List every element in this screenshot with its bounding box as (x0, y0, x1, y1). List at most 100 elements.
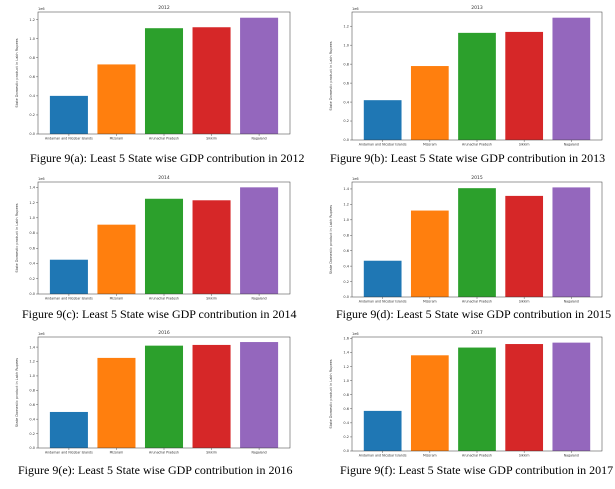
bar-andaman-and-nicobar-islands (49, 411, 88, 448)
y-tick-label: 1.0 (343, 43, 349, 47)
bar-nagaland (552, 342, 591, 451)
figure-9f: 2017 1e6 State Domestic product in Lakh Ru… (308, 325, 615, 489)
plot-frame (37, 336, 291, 449)
plot-frame (351, 181, 603, 298)
bar-sikkim (505, 31, 544, 141)
x-tick-label: Arunachal Pradesh (462, 454, 492, 458)
figure-caption: Figure 9(a): Least 5 State wise GDP cont… (30, 151, 305, 165)
figure-caption: Figure 9(b): Least 5 State wise GDP cont… (330, 151, 606, 165)
y-offset-label: 1e6 (38, 332, 45, 336)
y-tick-label: 0.0 (343, 138, 349, 142)
chart-title: 2013 (471, 5, 483, 11)
bar-nagaland (240, 342, 279, 448)
bar-nagaland (240, 187, 279, 294)
chart-2014: 2014 1e6 State Domestic product in Lakh Ru… (15, 175, 291, 301)
y-tick-label: 1.2 (343, 365, 349, 369)
bar-andaman-and-nicobar-islands (49, 259, 88, 294)
y-tick-label: 1.0 (29, 37, 35, 41)
x-tick-label: Sikkim (206, 451, 217, 455)
x-tick-label: Sikkim (519, 454, 530, 458)
chart-title: 2014 (158, 175, 170, 181)
y-tick-label: 0.2 (29, 113, 35, 117)
chart-2015: 2015 1e6 State Domestic product in Lakh Ru… (329, 175, 603, 304)
bar-sikkim (192, 27, 231, 134)
bar-nagaland (552, 17, 591, 140)
y-tick-label: 1.2 (29, 360, 35, 364)
y-tick-label: 0.4 (29, 94, 35, 98)
x-tick-label: Andaman and Nicobar Islands (359, 143, 407, 147)
plot-frame (351, 11, 603, 141)
y-tick-label: 0.0 (343, 295, 349, 299)
x-tick-label: Nagaland (251, 451, 266, 455)
bar-mizoram (410, 66, 449, 140)
y-tick-label: 0.6 (343, 407, 349, 411)
x-tick-label: Mizoram (423, 300, 437, 304)
x-tick-label: Sikkim (206, 297, 217, 301)
bar-arunachal-pradesh (458, 347, 496, 451)
y-offset-label: 1e6 (352, 332, 359, 336)
y-tick-label: 1.2 (29, 18, 35, 22)
x-tick-label: Mizoram (423, 143, 437, 147)
bar-sikkim (505, 195, 544, 297)
y-axis-label: State Domestic product in Lakh Rupees (329, 205, 333, 274)
bar-sikkim (192, 344, 231, 448)
figure-caption: Figure 9(d): Least 5 State wise GDP cont… (336, 307, 612, 321)
y-tick-label: 1.0 (29, 216, 35, 220)
plot-frame (351, 336, 603, 452)
x-tick-label: Andaman and Nicobar Islands (45, 137, 93, 141)
bar-arunachal-pradesh (458, 188, 496, 297)
y-tick-label: 0.2 (29, 432, 35, 436)
bar-mizoram (97, 64, 136, 134)
figure-9c: 2014 1e6 State Domestic product in Lakh Ru… (0, 170, 307, 325)
x-tick-label: Andaman and Nicobar Islands (45, 451, 93, 455)
chart-2012: 2012 1e6 State Domestic product in Lakh Ru… (15, 5, 291, 141)
bar-sikkim (505, 344, 544, 451)
x-tick-label: Nagaland (251, 137, 266, 141)
bar-andaman-and-nicobar-islands (363, 410, 402, 451)
figure-caption: Figure 9(c): Least 5 State wise GDP cont… (22, 307, 297, 321)
x-tick-label: Andaman and Nicobar Islands (359, 300, 407, 304)
y-tick-label: 1.6 (343, 337, 349, 341)
y-tick-label: 1.4 (29, 186, 35, 190)
bar-andaman-and-nicobar-islands (363, 100, 402, 140)
x-tick-label: Mizoram (110, 451, 124, 455)
y-offset-label: 1e6 (38, 7, 45, 11)
y-tick-label: 0.2 (29, 277, 35, 281)
bar-mizoram (410, 355, 449, 451)
y-tick-label: 0.6 (29, 75, 35, 79)
y-tick-label: 1.4 (29, 345, 35, 349)
x-tick-label: Nagaland (251, 297, 266, 301)
figure-9d: 2015 1e6 State Domestic product in Lakh Ru… (308, 170, 615, 325)
y-tick-label: 0.8 (343, 393, 349, 397)
chart-title: 2017 (471, 330, 483, 336)
y-tick-label: 0.4 (343, 421, 349, 425)
y-tick-label: 0.6 (29, 246, 35, 250)
y-tick-label: 1.0 (343, 379, 349, 383)
y-tick-label: 0.8 (343, 233, 349, 237)
bar-arunachal-pradesh (458, 32, 496, 140)
chart-title: 2016 (158, 330, 170, 336)
y-tick-label: 0.8 (343, 62, 349, 66)
bar-mizoram (97, 357, 136, 448)
y-offset-label: 1e6 (352, 7, 359, 11)
bar-andaman-and-nicobar-islands (363, 260, 402, 297)
x-tick-label: Arunachal Pradesh (149, 137, 179, 141)
y-axis-label: State Domestic product in Lakh Rupees (329, 359, 333, 428)
bar-mizoram (97, 224, 136, 294)
y-tick-label: 0.6 (343, 81, 349, 85)
y-tick-label: 0.0 (343, 449, 349, 453)
x-tick-label: Arunachal Pradesh (149, 451, 179, 455)
y-tick-label: 0.4 (29, 262, 35, 266)
chart-title: 2012 (158, 5, 170, 11)
x-tick-label: Andaman and Nicobar Islands (45, 297, 93, 301)
x-tick-label: Nagaland (564, 454, 579, 458)
y-tick-label: 0.2 (343, 119, 349, 123)
y-tick-label: 1.0 (29, 374, 35, 378)
bar-arunachal-pradesh (144, 28, 184, 134)
y-tick-label: 1.0 (343, 218, 349, 222)
y-tick-label: 0.4 (343, 100, 349, 104)
y-tick-label: 0.6 (29, 403, 35, 407)
x-tick-label: Sikkim (519, 300, 530, 304)
chart-title: 2015 (471, 175, 483, 181)
x-tick-label: Mizoram (110, 137, 124, 141)
